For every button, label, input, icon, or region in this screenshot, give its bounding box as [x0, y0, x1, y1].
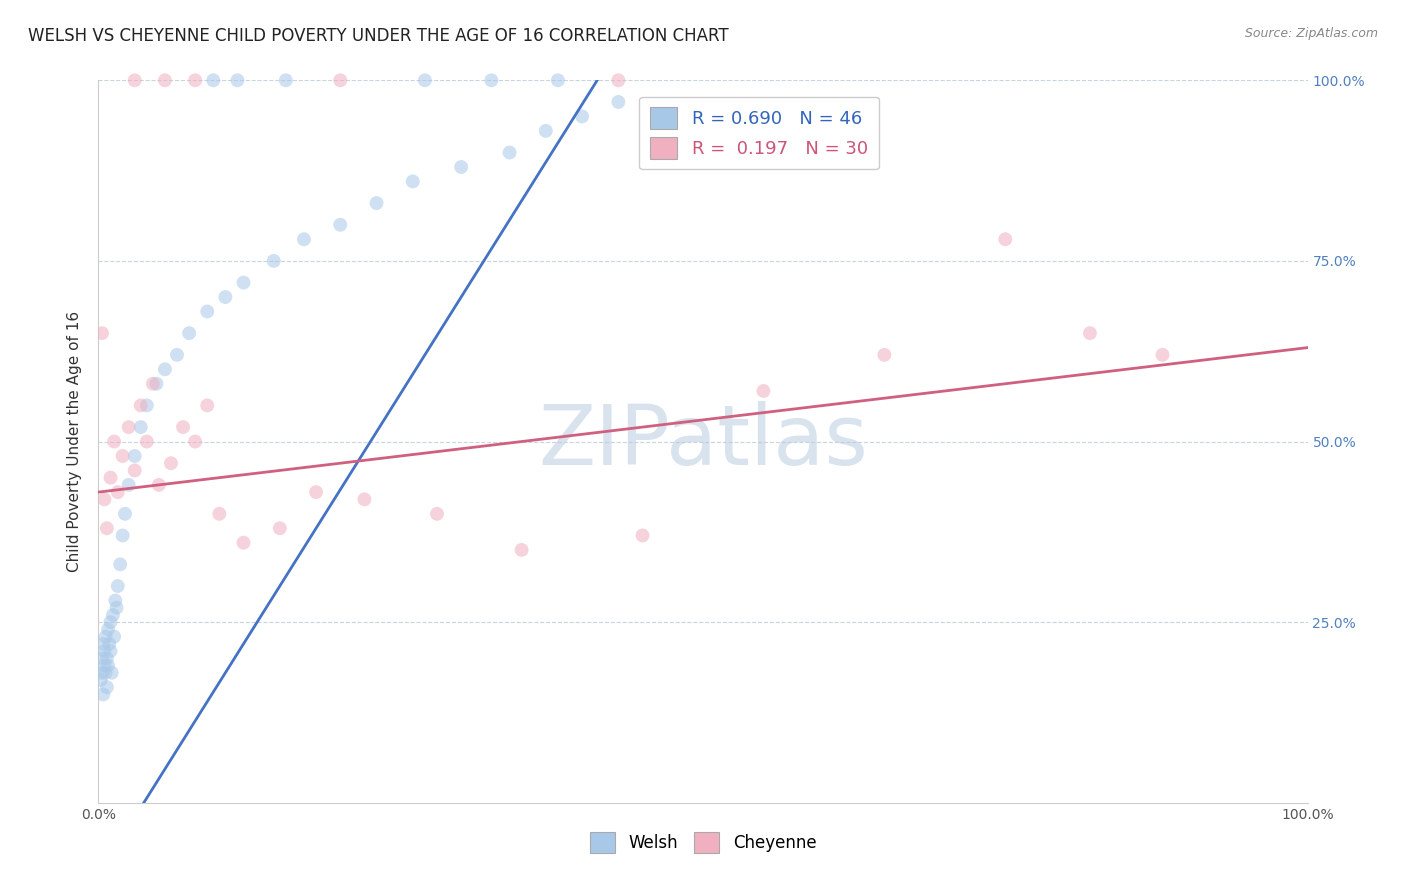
Point [135, 434, 157, 449]
Point [402, 174, 425, 188]
Text: ZIPatlas: ZIPatlas [538, 401, 868, 482]
Point [107, 485, 129, 500]
Point [91, 637, 114, 651]
Point [94, 630, 117, 644]
Point [93, 492, 115, 507]
Point [571, 110, 593, 124]
Point [98, 637, 121, 651]
Point [90, 673, 112, 687]
Text: WELSH VS CHEYENNE CHILD POVERTY UNDER THE AGE OF 16 CORRELATION CHART: WELSH VS CHEYENNE CHILD POVERTY UNDER TH… [28, 27, 728, 45]
Point [100, 644, 122, 658]
Point [534, 124, 557, 138]
Point [873, 348, 896, 362]
Point [100, 470, 122, 484]
Point [179, 326, 201, 340]
Point [305, 485, 328, 500]
Point [232, 276, 254, 290]
Point [118, 478, 141, 492]
Point [607, 73, 630, 87]
Point [1078, 326, 1101, 340]
Point [292, 232, 315, 246]
Point [274, 73, 297, 87]
Text: Source: ZipAtlas.com: Source: ZipAtlas.com [1244, 27, 1378, 40]
Point [263, 253, 285, 268]
Legend: Welsh, Cheyenne: Welsh, Cheyenne [583, 826, 823, 860]
Point [97, 623, 120, 637]
Point [195, 304, 218, 318]
Point [124, 463, 146, 477]
Point [118, 420, 141, 434]
Point [631, 528, 654, 542]
Point [135, 398, 157, 412]
Point [208, 507, 231, 521]
Point [450, 160, 472, 174]
Point [153, 362, 176, 376]
Point [103, 434, 125, 449]
Point [91, 651, 114, 665]
Point [111, 449, 134, 463]
Point [93, 658, 115, 673]
Point [510, 542, 533, 557]
Point [202, 73, 225, 87]
Point [108, 558, 131, 572]
Point [214, 290, 236, 304]
Point [93, 644, 115, 658]
Point [124, 449, 146, 463]
Point [124, 73, 146, 87]
Point [94, 665, 117, 680]
Point [114, 507, 136, 521]
Point [101, 607, 124, 622]
Point [413, 73, 436, 87]
Point [166, 348, 188, 362]
Point [172, 420, 194, 434]
Point [498, 145, 520, 160]
Point [96, 651, 118, 665]
Point [232, 535, 254, 549]
Point [329, 218, 352, 232]
Point [91, 326, 114, 340]
Point [97, 658, 120, 673]
Point [142, 376, 165, 391]
Point [329, 73, 352, 87]
Point [160, 456, 183, 470]
Point [547, 73, 569, 87]
Point [366, 196, 388, 211]
Point [91, 665, 114, 680]
Point [195, 398, 218, 412]
Point [607, 95, 630, 109]
Point [353, 492, 375, 507]
Y-axis label: Child Poverty Under the Age of 16: Child Poverty Under the Age of 16 [67, 311, 83, 572]
Point [111, 528, 134, 542]
Point [107, 579, 129, 593]
Point [184, 434, 207, 449]
Point [1152, 348, 1174, 362]
Point [153, 73, 176, 87]
Point [103, 630, 125, 644]
Point [481, 73, 503, 87]
Point [752, 384, 775, 398]
Point [269, 521, 291, 535]
Point [96, 680, 118, 694]
Point [96, 521, 118, 535]
Point [100, 615, 122, 630]
Point [426, 507, 449, 521]
Point [105, 600, 128, 615]
Point [994, 232, 1017, 246]
Point [226, 73, 249, 87]
Point [104, 593, 127, 607]
Point [129, 420, 152, 434]
Point [129, 398, 152, 412]
Point [145, 376, 167, 391]
Point [148, 478, 170, 492]
Point [184, 73, 207, 87]
Point [91, 687, 114, 701]
Point [100, 665, 122, 680]
